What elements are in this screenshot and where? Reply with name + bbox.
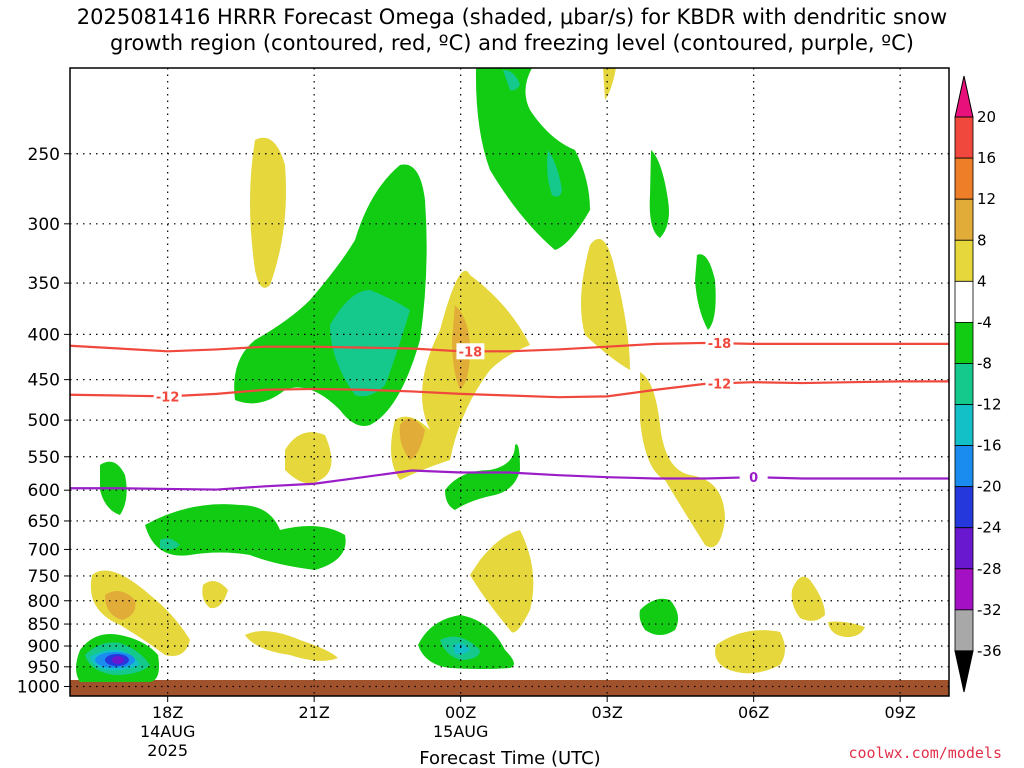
y-tick-label: 800 xyxy=(28,592,60,612)
chart-title: 2025081416 HRRR Forecast Omega (shaded, … xyxy=(76,5,948,55)
colorbar-label: 4 xyxy=(977,272,987,290)
contour-label-bg xyxy=(705,375,734,392)
colorbar-swatch xyxy=(954,609,974,652)
contour-label: -18 xyxy=(459,345,483,360)
y-axis: 2503003504004505005506006507007508008509… xyxy=(17,145,70,698)
colorbar-label: -24 xyxy=(977,519,1002,537)
colorbar-label: -8 xyxy=(977,354,992,372)
colorbar-swatch xyxy=(954,527,974,570)
x-axis-label: Forecast Time (UTC) xyxy=(419,748,600,768)
contour--18 xyxy=(70,341,949,353)
colorbar: 20 16 12 8 4 -4 -8 -12 -16 -20 -24 -28 -32 -36 xyxy=(954,75,1002,693)
y-tick-label: 950 xyxy=(28,658,60,678)
colorbar-label: 20 xyxy=(977,108,996,126)
colorbar-swatch xyxy=(954,198,974,241)
colorbar-label: -12 xyxy=(977,396,1002,414)
contour-label-bg xyxy=(456,343,485,360)
colorbar-swatch xyxy=(954,116,974,159)
contour-label-bg xyxy=(153,388,182,405)
contour-labels: -18 -18 -12 -12 0 xyxy=(153,335,768,486)
x-tick-label: 18Z xyxy=(152,703,183,722)
contour-0 xyxy=(70,469,949,491)
ground-surface xyxy=(70,680,949,696)
colorbar-swatch xyxy=(954,363,974,405)
contour-label-bg xyxy=(739,469,768,486)
colorbar-swatch xyxy=(954,157,974,200)
omega-shading xyxy=(70,68,949,696)
y-tick-label: 550 xyxy=(28,448,60,468)
colorbar-label: -32 xyxy=(977,601,1002,619)
colorbar-swatch xyxy=(954,321,974,364)
y-tick-label: 750 xyxy=(28,567,60,587)
x-tick-label: 06Z xyxy=(738,703,769,722)
y-tick-label: 450 xyxy=(28,371,60,391)
colorbar-label: -28 xyxy=(977,560,1002,578)
colorbar-label: -36 xyxy=(977,642,1002,660)
omega-core xyxy=(95,652,135,668)
colorbar-swatch xyxy=(954,280,974,323)
colorbar-label: -20 xyxy=(977,478,1002,496)
y-tick-label: 600 xyxy=(28,481,60,501)
colorbar-label: -4 xyxy=(977,313,992,331)
x-tick-label: 09Z xyxy=(885,703,916,722)
plot-frame xyxy=(69,67,950,697)
y-tick-label: 400 xyxy=(28,325,60,345)
x-tick-label: 00Z xyxy=(445,703,476,722)
y-tick-label: 350 xyxy=(28,274,60,294)
x-tick-label: 14AUG xyxy=(140,722,195,741)
omega-negative-areas xyxy=(76,68,716,682)
y-tick-label: 700 xyxy=(28,540,60,560)
grid-lines xyxy=(70,68,949,696)
colorbar-swatch xyxy=(954,568,974,611)
y-tick-label: 850 xyxy=(28,615,60,635)
x-tick-label: 15AUG xyxy=(433,722,488,741)
y-tick-label: 1000 xyxy=(17,678,60,698)
colorbar-label: 16 xyxy=(977,149,996,167)
colorbar-top-arrow xyxy=(954,75,974,118)
x-tick-label: 03Z xyxy=(592,703,623,722)
colorbar-label: 8 xyxy=(977,231,987,249)
colorbar-swatch xyxy=(954,486,974,529)
colorbar-bottom-arrow xyxy=(954,650,974,693)
contour-label: -18 xyxy=(708,337,732,352)
contour-label: 0 xyxy=(749,471,758,486)
colorbar-label: 12 xyxy=(977,190,996,208)
contour-label: -12 xyxy=(708,377,732,392)
colorbar-swatch xyxy=(954,239,974,282)
contour-label: -12 xyxy=(156,390,180,405)
site-credit: coolwx.com/models xyxy=(848,744,1002,762)
contour--12 xyxy=(70,380,949,399)
contour-label-bg xyxy=(705,335,734,352)
colorbar-swatch xyxy=(954,404,974,446)
y-tick-label: 900 xyxy=(28,637,60,657)
omega-positive-areas xyxy=(90,68,865,674)
y-tick-label: 500 xyxy=(28,411,60,431)
x-tick-label: 2025 xyxy=(147,741,188,760)
contour-lines xyxy=(70,341,949,491)
x-tick-label: 21Z xyxy=(299,703,330,722)
colorbar-label: -16 xyxy=(977,437,1002,455)
y-tick-label: 300 xyxy=(28,215,60,235)
colorbar-swatch xyxy=(954,445,974,488)
y-tick-label: 650 xyxy=(28,512,60,532)
y-tick-label: 250 xyxy=(28,145,60,165)
